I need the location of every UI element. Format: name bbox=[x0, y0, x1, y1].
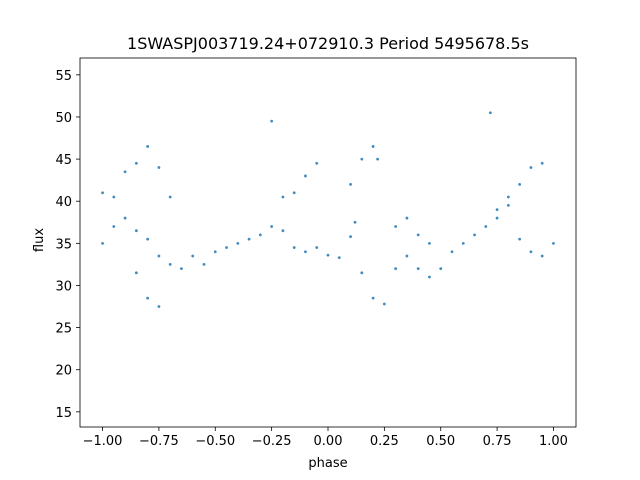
y-tick-label: 45 bbox=[55, 153, 72, 168]
data-point-0-11 bbox=[439, 267, 443, 271]
data-point-0-33 bbox=[488, 111, 492, 115]
x-tick-label: −0.75 bbox=[139, 434, 179, 449]
data-point-0-6 bbox=[382, 302, 386, 306]
data-point-0-15 bbox=[484, 225, 488, 228]
data-point-1-6 bbox=[168, 263, 172, 266]
data-point-1-9 bbox=[202, 263, 206, 266]
data-point-0-34 bbox=[495, 208, 499, 212]
data-point-1-22 bbox=[123, 170, 127, 174]
y-tick-label: 35 bbox=[55, 237, 72, 252]
x-tick-label: −0.50 bbox=[195, 434, 235, 449]
y-tick-label: 40 bbox=[55, 195, 72, 210]
data-point-0-30 bbox=[405, 216, 409, 220]
data-point-1-13 bbox=[247, 237, 251, 241]
data-point-1-15 bbox=[270, 225, 274, 228]
data-point-0-26 bbox=[518, 182, 522, 186]
chart-title: 1SWASPJ003719.24+072910.3 Period 5495678… bbox=[127, 34, 529, 53]
data-point-0-0 bbox=[326, 253, 330, 257]
plot-area bbox=[101, 111, 555, 308]
x-tick-label: 0.50 bbox=[426, 434, 455, 449]
axes: −1.00 −0.75 −0.50 −0.25 0.00 0.25 0.50 0.75 1.00… bbox=[55, 57, 577, 449]
data-point-0-27 bbox=[529, 166, 533, 169]
x-tick-label: −1.00 bbox=[83, 434, 123, 449]
data-point-1-26 bbox=[168, 195, 172, 199]
data-point-0-5 bbox=[371, 296, 375, 300]
data-point-1-23 bbox=[134, 161, 138, 165]
data-point-0-28 bbox=[540, 161, 544, 165]
data-point-1-11 bbox=[225, 246, 228, 249]
data-point-0-23 bbox=[360, 157, 364, 161]
data-point-0-8 bbox=[405, 254, 409, 258]
data-point-0-22 bbox=[349, 182, 352, 186]
data-point-1-30 bbox=[304, 174, 307, 178]
data-point-0-12 bbox=[450, 250, 454, 254]
data-point-1-5 bbox=[157, 254, 161, 258]
data-point-1-10 bbox=[213, 250, 217, 254]
data-point-1-3 bbox=[134, 229, 138, 233]
data-point-0-9 bbox=[416, 267, 420, 271]
data-point-0-18 bbox=[518, 237, 522, 241]
data-point-1-17 bbox=[292, 246, 296, 249]
data-point-0-4 bbox=[360, 271, 364, 275]
data-point-1-14 bbox=[258, 233, 262, 237]
data-point-1-32 bbox=[134, 271, 138, 275]
x-axis-label: phase bbox=[308, 456, 347, 471]
data-point-1-24 bbox=[146, 145, 150, 148]
data-point-1-7 bbox=[180, 267, 183, 271]
data-point-1-16 bbox=[281, 229, 285, 233]
data-point-0-19 bbox=[529, 250, 533, 254]
data-point-0-10 bbox=[428, 275, 431, 279]
data-point-1-31 bbox=[315, 161, 319, 165]
data-point-1-29 bbox=[292, 191, 296, 195]
data-point-0-1 bbox=[337, 256, 341, 260]
data-point-0-24 bbox=[371, 145, 375, 148]
data-point-0-21 bbox=[552, 241, 555, 245]
data-point-1-19 bbox=[315, 246, 319, 249]
x-tick-label: 0.75 bbox=[483, 434, 512, 449]
data-point-0-2 bbox=[349, 235, 352, 239]
data-point-0-17 bbox=[506, 204, 510, 207]
data-point-0-14 bbox=[473, 233, 476, 237]
y-tick-label: 30 bbox=[55, 279, 72, 294]
x-tick-label: 0.00 bbox=[314, 434, 343, 449]
y-tick-label: 25 bbox=[55, 322, 72, 337]
y-axis-label: flux bbox=[32, 228, 47, 252]
y-tick-label: 15 bbox=[55, 406, 72, 421]
data-point-1-28 bbox=[281, 195, 285, 199]
data-point-1-34 bbox=[157, 305, 161, 308]
data-point-1-33 bbox=[146, 296, 150, 300]
x-tick-label: 0.25 bbox=[370, 434, 399, 449]
data-point-0-3 bbox=[353, 220, 357, 224]
data-point-1-12 bbox=[236, 241, 240, 245]
data-point-0-35 bbox=[506, 195, 510, 199]
data-point-1-1 bbox=[112, 225, 116, 228]
x-tick-label: −0.25 bbox=[252, 434, 292, 449]
data-point-0-16 bbox=[495, 216, 499, 220]
data-point-1-2 bbox=[123, 216, 127, 220]
data-point-0-25 bbox=[376, 157, 379, 161]
data-point-0-29 bbox=[394, 225, 398, 228]
data-point-0-20 bbox=[540, 254, 544, 258]
data-point-1-8 bbox=[191, 254, 195, 258]
data-point-1-25 bbox=[157, 166, 161, 169]
data-point-0-13 bbox=[461, 241, 465, 245]
data-point-1-20 bbox=[101, 191, 104, 195]
data-point-1-21 bbox=[112, 195, 116, 199]
data-point-1-18 bbox=[304, 250, 307, 254]
x-tick-label: 1.00 bbox=[539, 434, 568, 449]
y-tick-label: 20 bbox=[55, 364, 72, 379]
data-point-0-7 bbox=[394, 267, 398, 271]
y-tick-label: 50 bbox=[55, 111, 72, 126]
data-point-1-27 bbox=[270, 119, 274, 123]
y-tick-label: 55 bbox=[55, 69, 72, 84]
data-point-0-32 bbox=[428, 241, 431, 245]
data-point-0-31 bbox=[416, 233, 420, 237]
data-point-1-0 bbox=[101, 241, 104, 245]
data-point-1-4 bbox=[146, 237, 150, 241]
